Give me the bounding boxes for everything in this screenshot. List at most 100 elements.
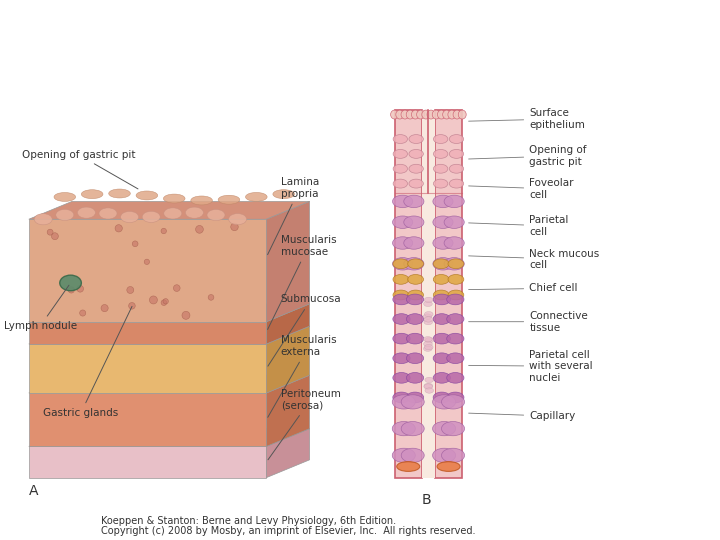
- Polygon shape: [29, 429, 310, 447]
- Ellipse shape: [458, 110, 467, 119]
- Ellipse shape: [78, 207, 95, 218]
- Ellipse shape: [448, 110, 456, 119]
- Text: Opening of gastric pit: Opening of gastric pit: [22, 150, 138, 189]
- Ellipse shape: [230, 223, 238, 231]
- Text: Surface
epithelium: Surface epithelium: [469, 108, 585, 130]
- Circle shape: [393, 353, 410, 363]
- Text: Connective
tissue: Connective tissue: [469, 311, 588, 333]
- Ellipse shape: [80, 310, 86, 316]
- Polygon shape: [395, 110, 422, 477]
- Ellipse shape: [174, 285, 180, 292]
- Circle shape: [404, 237, 424, 249]
- Text: Foveolar
cell: Foveolar cell: [469, 178, 574, 200]
- Ellipse shape: [136, 191, 158, 200]
- Ellipse shape: [417, 110, 425, 119]
- Text: through the wall of the stomach.: through the wall of the stomach.: [14, 47, 289, 62]
- Polygon shape: [266, 429, 310, 477]
- Ellipse shape: [161, 228, 166, 234]
- Circle shape: [449, 150, 464, 158]
- Circle shape: [444, 216, 464, 228]
- Circle shape: [446, 294, 464, 305]
- Text: Copyright (c) 2008 by Mosby, an imprint of Elsevier, Inc.  All rights reserved.: Copyright (c) 2008 by Mosby, an imprint …: [101, 526, 475, 536]
- Circle shape: [404, 216, 424, 228]
- Polygon shape: [29, 344, 266, 393]
- Ellipse shape: [196, 226, 203, 233]
- Text: Lymph nodule: Lymph nodule: [4, 285, 77, 331]
- Ellipse shape: [81, 190, 103, 199]
- Circle shape: [401, 448, 424, 462]
- Polygon shape: [29, 447, 266, 477]
- Circle shape: [433, 373, 451, 383]
- Polygon shape: [29, 375, 310, 393]
- Ellipse shape: [437, 462, 460, 471]
- Circle shape: [424, 384, 433, 389]
- Circle shape: [393, 259, 409, 269]
- Ellipse shape: [397, 462, 420, 471]
- Circle shape: [409, 179, 423, 188]
- Circle shape: [433, 150, 448, 158]
- Ellipse shape: [101, 305, 108, 312]
- Circle shape: [393, 274, 409, 284]
- Ellipse shape: [208, 294, 214, 300]
- Text: Chief cell: Chief cell: [469, 284, 577, 293]
- Circle shape: [401, 422, 424, 436]
- Circle shape: [423, 301, 432, 307]
- Circle shape: [406, 353, 423, 363]
- Circle shape: [424, 297, 433, 302]
- Circle shape: [433, 353, 451, 363]
- Ellipse shape: [99, 208, 117, 219]
- Ellipse shape: [396, 110, 404, 119]
- Text: Peritoneum
(serosa): Peritoneum (serosa): [268, 389, 341, 460]
- Ellipse shape: [121, 212, 138, 222]
- Ellipse shape: [68, 287, 74, 293]
- Text: Capillary: Capillary: [469, 411, 575, 421]
- Polygon shape: [29, 393, 266, 447]
- Circle shape: [392, 216, 413, 228]
- Circle shape: [424, 319, 433, 325]
- Circle shape: [393, 179, 408, 188]
- Polygon shape: [266, 304, 310, 344]
- Circle shape: [449, 164, 464, 173]
- Circle shape: [433, 392, 451, 403]
- Circle shape: [424, 383, 433, 389]
- Circle shape: [393, 150, 408, 158]
- Circle shape: [446, 373, 464, 383]
- Circle shape: [404, 258, 424, 270]
- Circle shape: [446, 333, 464, 344]
- Polygon shape: [422, 110, 435, 477]
- Circle shape: [433, 274, 449, 284]
- Circle shape: [393, 392, 410, 403]
- Text: Neck mucous
cell: Neck mucous cell: [469, 248, 600, 270]
- Circle shape: [433, 395, 456, 409]
- Ellipse shape: [401, 110, 409, 119]
- Circle shape: [433, 294, 451, 305]
- Circle shape: [393, 294, 410, 305]
- Text: Parietal
cell: Parietal cell: [469, 215, 569, 237]
- Ellipse shape: [443, 110, 451, 119]
- Ellipse shape: [109, 189, 130, 198]
- Text: A.  Representation of the structure of the gastric mucosa showing a section: A. Representation of the structure of th…: [14, 17, 593, 32]
- Circle shape: [446, 314, 464, 325]
- Ellipse shape: [48, 229, 53, 235]
- Circle shape: [406, 294, 423, 305]
- Text: Lamina
propria: Lamina propria: [268, 177, 319, 254]
- Ellipse shape: [191, 196, 212, 205]
- Ellipse shape: [229, 213, 246, 225]
- Ellipse shape: [422, 110, 430, 119]
- Circle shape: [449, 134, 464, 144]
- Ellipse shape: [163, 208, 181, 219]
- Circle shape: [406, 314, 423, 325]
- Circle shape: [401, 395, 424, 409]
- Circle shape: [392, 258, 413, 270]
- Circle shape: [423, 341, 432, 347]
- Ellipse shape: [438, 110, 446, 119]
- Polygon shape: [29, 304, 310, 322]
- Circle shape: [406, 392, 423, 403]
- Ellipse shape: [411, 110, 419, 119]
- Circle shape: [409, 164, 423, 173]
- Ellipse shape: [127, 287, 134, 294]
- Circle shape: [444, 237, 464, 249]
- Ellipse shape: [163, 299, 168, 304]
- Text: A: A: [29, 484, 38, 498]
- Polygon shape: [266, 375, 310, 447]
